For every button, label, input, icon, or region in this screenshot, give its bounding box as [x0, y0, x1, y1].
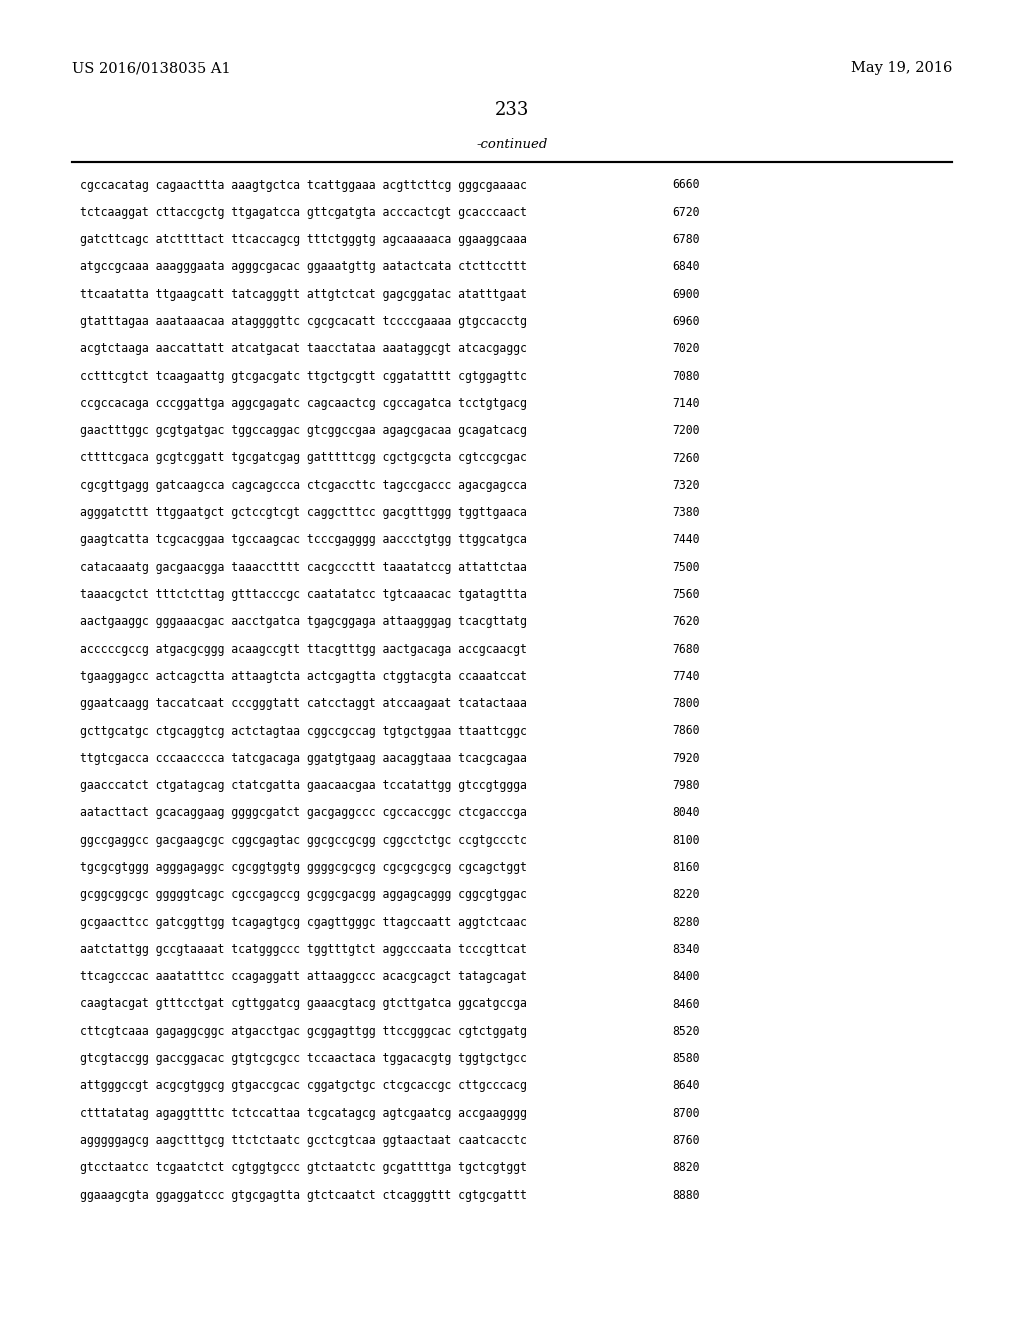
- Text: 7380: 7380: [672, 506, 699, 519]
- Text: aactgaaggc gggaaacgac aacctgatca tgagcggaga attaagggag tcacgttatg: aactgaaggc gggaaacgac aacctgatca tgagcgg…: [80, 615, 527, 628]
- Text: 8460: 8460: [672, 998, 699, 1011]
- Text: gcgaacttcc gatcggttgg tcagagtgcg cgagttgggc ttagccaatt aggtctcaac: gcgaacttcc gatcggttgg tcagagtgcg cgagttg…: [80, 916, 527, 928]
- Text: 7740: 7740: [672, 671, 699, 682]
- Text: catacaaatg gacgaacgga taaacctttt cacgcccttt taaatatccg attattctaa: catacaaatg gacgaacgga taaacctttt cacgccc…: [80, 561, 527, 574]
- Text: agggggagcg aagctttgcg ttctctaatc gcctcgtcaa ggtaactaat caatcacctc: agggggagcg aagctttgcg ttctctaatc gcctcgt…: [80, 1134, 527, 1147]
- Text: 8100: 8100: [672, 834, 699, 846]
- Text: 233: 233: [495, 102, 529, 119]
- Text: 8160: 8160: [672, 861, 699, 874]
- Text: 6780: 6780: [672, 234, 699, 246]
- Text: 8520: 8520: [672, 1024, 699, 1038]
- Text: 7440: 7440: [672, 533, 699, 546]
- Text: ttgtcgacca cccaacccca tatcgacaga ggatgtgaag aacaggtaaa tcacgcagaa: ttgtcgacca cccaacccca tatcgacaga ggatgtg…: [80, 752, 527, 764]
- Text: 8220: 8220: [672, 888, 699, 902]
- Text: gtcctaatcc tcgaatctct cgtggtgccc gtctaatctc gcgattttga tgctcgtggt: gtcctaatcc tcgaatctct cgtggtgccc gtctaat…: [80, 1162, 527, 1175]
- Text: May 19, 2016: May 19, 2016: [851, 61, 952, 75]
- Text: tgaaggagcc actcagctta attaagtcta actcgagtta ctggtacgta ccaaatccat: tgaaggagcc actcagctta attaagtcta actcgag…: [80, 671, 527, 682]
- Text: gaactttggc gcgtgatgac tggccaggac gtcggccgaa agagcgacaa gcagatcacg: gaactttggc gcgtgatgac tggccaggac gtcggcc…: [80, 424, 527, 437]
- Text: 8400: 8400: [672, 970, 699, 983]
- Text: cctttcgtct tcaagaattg gtcgacgatc ttgctgcgtt cggatatttt cgtggagttc: cctttcgtct tcaagaattg gtcgacgatc ttgctgc…: [80, 370, 527, 383]
- Text: aatacttact gcacaggaag ggggcgatct gacgaggccc cgccaccggc ctcgacccga: aatacttact gcacaggaag ggggcgatct gacgagg…: [80, 807, 527, 820]
- Text: cttcgtcaaa gagaggcggc atgacctgac gcggagttgg ttccgggcac cgtctggatg: cttcgtcaaa gagaggcggc atgacctgac gcggagt…: [80, 1024, 527, 1038]
- Text: 7320: 7320: [672, 479, 699, 492]
- Text: ctttatatag agaggttttc tctccattaa tcgcatagcg agtcgaatcg accgaagggg: ctttatatag agaggttttc tctccattaa tcgcata…: [80, 1106, 527, 1119]
- Text: gaacccatct ctgatagcag ctatcgatta gaacaacgaa tccatattgg gtccgtggga: gaacccatct ctgatagcag ctatcgatta gaacaac…: [80, 779, 527, 792]
- Text: 8640: 8640: [672, 1080, 699, 1093]
- Text: gtatttagaa aaataaacaa ataggggttc cgcgcacatt tccccgaaaa gtgccacctg: gtatttagaa aaataaacaa ataggggttc cgcgcac…: [80, 315, 527, 327]
- Text: 7200: 7200: [672, 424, 699, 437]
- Text: ggccgaggcc gacgaagcgc cggcgagtac ggcgccgcgg cggcctctgc ccgtgccctc: ggccgaggcc gacgaagcgc cggcgagtac ggcgccg…: [80, 834, 527, 846]
- Text: 6840: 6840: [672, 260, 699, 273]
- Text: 7080: 7080: [672, 370, 699, 383]
- Text: 7980: 7980: [672, 779, 699, 792]
- Text: 7920: 7920: [672, 752, 699, 764]
- Text: ccgccacaga cccggattga aggcgagatc cagcaactcg cgccagatca tcctgtgacg: ccgccacaga cccggattga aggcgagatc cagcaac…: [80, 397, 527, 411]
- Text: 7020: 7020: [672, 342, 699, 355]
- Text: 8040: 8040: [672, 807, 699, 820]
- Text: 7500: 7500: [672, 561, 699, 574]
- Text: 7560: 7560: [672, 587, 699, 601]
- Text: gaagtcatta tcgcacggaa tgccaagcac tcccgagggg aaccctgtgg ttggcatgca: gaagtcatta tcgcacggaa tgccaagcac tcccgag…: [80, 533, 527, 546]
- Text: gcttgcatgc ctgcaggtcg actctagtaa cggccgccag tgtgctggaa ttaattcggc: gcttgcatgc ctgcaggtcg actctagtaa cggccgc…: [80, 725, 527, 738]
- Text: 8280: 8280: [672, 916, 699, 928]
- Text: 6900: 6900: [672, 288, 699, 301]
- Text: agggatcttt ttggaatgct gctccgtcgt caggctttcc gacgtttggg tggttgaaca: agggatcttt ttggaatgct gctccgtcgt caggctt…: [80, 506, 527, 519]
- Text: 6960: 6960: [672, 315, 699, 327]
- Text: 8700: 8700: [672, 1106, 699, 1119]
- Text: caagtacgat gtttcctgat cgttggatcg gaaacgtacg gtcttgatca ggcatgccga: caagtacgat gtttcctgat cgttggatcg gaaacgt…: [80, 998, 527, 1011]
- Text: -continued: -continued: [476, 139, 548, 152]
- Text: 6660: 6660: [672, 178, 699, 191]
- Text: acccccgccg atgacgcggg acaagccgtt ttacgtttgg aactgacaga accgcaacgt: acccccgccg atgacgcggg acaagccgtt ttacgtt…: [80, 643, 527, 656]
- Text: 7260: 7260: [672, 451, 699, 465]
- Text: ggaatcaagg taccatcaat cccgggtatt catcctaggt atccaagaat tcatactaaa: ggaatcaagg taccatcaat cccgggtatt catccta…: [80, 697, 527, 710]
- Text: 8760: 8760: [672, 1134, 699, 1147]
- Text: 8820: 8820: [672, 1162, 699, 1175]
- Text: gtcgtaccgg gaccggacac gtgtcgcgcc tccaactaca tggacacgtg tggtgctgcc: gtcgtaccgg gaccggacac gtgtcgcgcc tccaact…: [80, 1052, 527, 1065]
- Text: gatcttcagc atcttttact ttcaccagcg tttctgggtg agcaaaaaca ggaaggcaaa: gatcttcagc atcttttact ttcaccagcg tttctgg…: [80, 234, 527, 246]
- Text: ttcagcccac aaatatttcc ccagaggatt attaaggccc acacgcagct tatagcagat: ttcagcccac aaatatttcc ccagaggatt attaagg…: [80, 970, 527, 983]
- Text: 8580: 8580: [672, 1052, 699, 1065]
- Text: acgtctaaga aaccattatt atcatgacat taacctataa aaataggcgt atcacgaggc: acgtctaaga aaccattatt atcatgacat taaccta…: [80, 342, 527, 355]
- Text: 6720: 6720: [672, 206, 699, 219]
- Text: ggaaagcgta ggaggatccc gtgcgagtta gtctcaatct ctcagggttt cgtgcgattt: ggaaagcgta ggaggatccc gtgcgagtta gtctcaa…: [80, 1188, 527, 1201]
- Text: 8880: 8880: [672, 1188, 699, 1201]
- Text: cttttcgaca gcgtcggatt tgcgatcgag gatttttcgg cgctgcgcta cgtccgcgac: cttttcgaca gcgtcggatt tgcgatcgag gattttt…: [80, 451, 527, 465]
- Text: ttcaatatta ttgaagcatt tatcagggtt attgtctcat gagcggatac atatttgaat: ttcaatatta ttgaagcatt tatcagggtt attgtct…: [80, 288, 527, 301]
- Text: 7620: 7620: [672, 615, 699, 628]
- Text: atgccgcaaa aaagggaata agggcgacac ggaaatgttg aatactcata ctcttccttt: atgccgcaaa aaagggaata agggcgacac ggaaatg…: [80, 260, 527, 273]
- Text: attgggccgt acgcgtggcg gtgaccgcac cggatgctgc ctcgcaccgc cttgcccacg: attgggccgt acgcgtggcg gtgaccgcac cggatgc…: [80, 1080, 527, 1093]
- Text: cgccacatag cagaacttta aaagtgctca tcattggaaa acgttcttcg gggcgaaaac: cgccacatag cagaacttta aaagtgctca tcattgg…: [80, 178, 527, 191]
- Text: taaacgctct tttctcttag gtttacccgc caatatatcc tgtcaaacac tgatagttta: taaacgctct tttctcttag gtttacccgc caatata…: [80, 587, 527, 601]
- Text: 7800: 7800: [672, 697, 699, 710]
- Text: 7860: 7860: [672, 725, 699, 738]
- Text: aatctattgg gccgtaaaat tcatgggccc tggtttgtct aggcccaata tcccgttcat: aatctattgg gccgtaaaat tcatgggccc tggtttg…: [80, 942, 527, 956]
- Text: 7140: 7140: [672, 397, 699, 411]
- Text: cgcgttgagg gatcaagcca cagcagccca ctcgaccttc tagccgaccc agacgagcca: cgcgttgagg gatcaagcca cagcagccca ctcgacc…: [80, 479, 527, 492]
- Text: 7680: 7680: [672, 643, 699, 656]
- Text: tgcgcgtggg agggagaggc cgcggtggtg ggggcgcgcg cgcgcgcgcg cgcagctggt: tgcgcgtggg agggagaggc cgcggtggtg ggggcgc…: [80, 861, 527, 874]
- Text: gcggcggcgc gggggtcagc cgccgagccg gcggcgacgg aggagcaggg cggcgtggac: gcggcggcgc gggggtcagc cgccgagccg gcggcga…: [80, 888, 527, 902]
- Text: 8340: 8340: [672, 942, 699, 956]
- Text: tctcaaggat cttaccgctg ttgagatcca gttcgatgta acccactcgt gcacccaact: tctcaaggat cttaccgctg ttgagatcca gttcgat…: [80, 206, 527, 219]
- Text: US 2016/0138035 A1: US 2016/0138035 A1: [72, 61, 230, 75]
